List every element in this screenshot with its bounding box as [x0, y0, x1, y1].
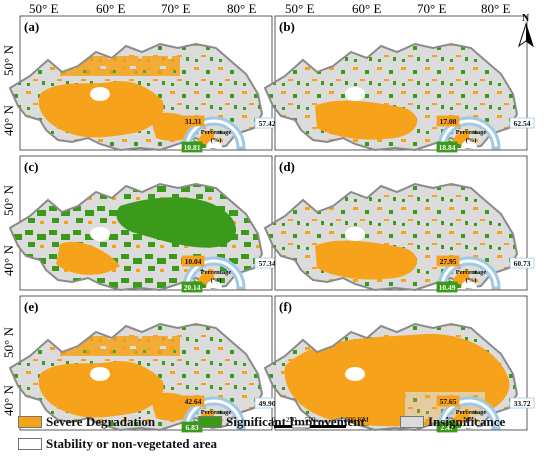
map-panel: (a) Percentage(%) 31.31 10.81 57.42 [9, 15, 280, 153]
severe-value: 10.04 [185, 257, 202, 266]
improve-value: 10.81 [184, 143, 201, 152]
gauge-unit: (%) [211, 137, 222, 144]
lon-label: 60° E [96, 1, 125, 16]
map-panel: (f) Percentage(%) 57.65 2.47 33.72 [264, 295, 535, 433]
severe-value: 42.64 [185, 397, 202, 406]
lon-label: 50° E [285, 1, 314, 16]
gauge-unit: (%) [466, 137, 477, 144]
gauge-unit: (%) [466, 417, 477, 424]
severe-value: 27.95 [440, 257, 457, 266]
legend-stable-label: Stability or non-vegetated area [46, 436, 218, 451]
swatch-severe [18, 416, 42, 428]
lat-label: 50° N [1, 327, 16, 358]
lon-label: 70° E [417, 1, 446, 16]
insig-value: 57.42 [259, 119, 276, 128]
panel-label: (b) [279, 19, 295, 34]
gauge-title: Percentage [456, 129, 487, 136]
map-region [10, 184, 262, 290]
improve-value: 20.14 [184, 283, 201, 292]
swatch-stable [18, 438, 42, 450]
map-region [10, 324, 262, 430]
scale-tick: 250 [286, 416, 297, 424]
north-arrow-icon: N [518, 13, 534, 48]
insig-value: 33.72 [514, 399, 531, 408]
insig-value: 57.34 [259, 259, 276, 268]
insig-value: 60.73 [514, 259, 531, 268]
map-region [10, 44, 262, 150]
gauge-title: Percentage [456, 409, 487, 416]
panel-label: (c) [24, 159, 38, 174]
map-panels: (a)Percentage(%)31.3110.8157.42(b)Percen… [9, 15, 535, 433]
map-panel: (d) Percentage(%) 27.95 10.49 60.73 [264, 155, 535, 293]
scale-tick: 0 [272, 416, 276, 424]
improve-value: 10.49 [439, 283, 456, 292]
longitude-labels-top: 50° E 60° E 70° E 80° E 50° E 60° E 70° … [29, 1, 510, 16]
map-panel: (b) Percentage(%) 17.08 18.84 62.54 [264, 15, 535, 153]
lat-label: 40° N [1, 385, 16, 416]
gauge-title: Percentage [201, 409, 232, 416]
panel-label: (a) [24, 19, 39, 34]
improve-value: 18.84 [439, 143, 456, 152]
lat-label: 50° N [1, 45, 16, 76]
gauge-title: Percentage [201, 129, 232, 136]
north-label: N [522, 13, 530, 24]
gauge-unit: (%) [466, 277, 477, 284]
legend-insig-label: Insignificance [428, 414, 506, 429]
lon-label: 50° E [29, 1, 58, 16]
map-region [265, 44, 517, 150]
lon-label: 80° E [481, 1, 510, 16]
lat-label: 50° N [1, 185, 16, 216]
legend-severe: Severe Degradation [18, 414, 155, 430]
severe-value: 57.65 [440, 397, 457, 406]
latitude-labels-left: 50° N 40° N 50° N 40° N 50° N 40° N [1, 45, 16, 416]
scale-bar: 0 250 500 1,000 KM [272, 416, 370, 429]
legend-insig: Insignificance [400, 414, 505, 430]
gauge-title: Percentage [201, 269, 232, 276]
lon-label: 80° E [227, 1, 256, 16]
map-panel: (c) Percentage(%) 10.04 20.14 57.34 [9, 155, 280, 293]
scale-tick: 500 [305, 416, 316, 424]
improve-value: 6.83 [185, 423, 198, 432]
legend-stable: Stability or non-vegetated area [18, 436, 217, 452]
swatch-improve [198, 416, 222, 428]
panel-label: (f) [279, 299, 292, 314]
insig-value: 62.54 [514, 119, 531, 128]
legend-severe-label: Severe Degradation [46, 414, 156, 429]
insig-value: 49.90 [259, 399, 276, 408]
panel-label: (e) [24, 299, 38, 314]
panel-label: (d) [279, 159, 295, 174]
map-region [265, 184, 517, 290]
scale-end: 1,000 KM [340, 416, 370, 424]
severe-value: 31.31 [185, 117, 202, 126]
swatch-insig [400, 416, 424, 428]
gauge-unit: (%) [211, 277, 222, 284]
severe-value: 17.08 [440, 117, 457, 126]
improve-value: 2.47 [440, 423, 453, 432]
lon-label: 60° E [352, 1, 381, 16]
lat-label: 40° N [1, 245, 16, 276]
lon-label: 70° E [161, 1, 190, 16]
gauge-title: Percentage [456, 269, 487, 276]
lat-label: 40° N [1, 105, 16, 136]
